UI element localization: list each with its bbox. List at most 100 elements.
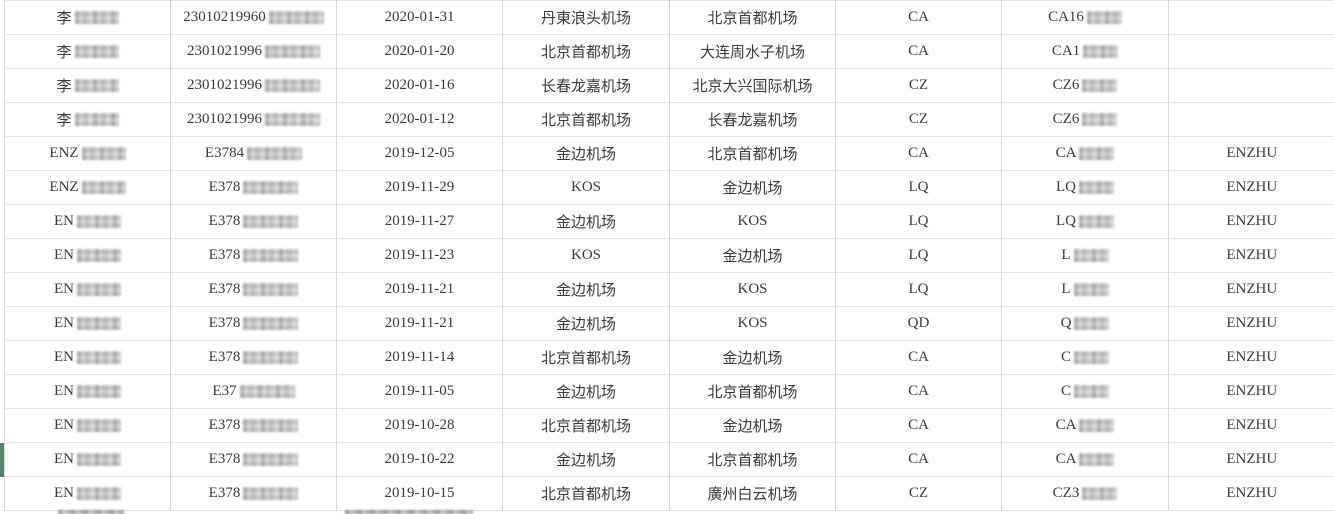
document-id-cell[interactable]: 2301021996 <box>170 102 337 137</box>
departure-airport-cell[interactable]: 金边机场 <box>502 306 670 341</box>
departure-airport-cell[interactable]: 丹東浪头机场 <box>502 0 670 35</box>
passenger-code-cell[interactable] <box>1168 34 1334 69</box>
flight-date-cell[interactable]: 2019-11-21 <box>336 306 503 341</box>
document-id-cell[interactable]: E3784 <box>170 136 337 171</box>
departure-airport-cell[interactable]: 北京首都机场 <box>502 102 670 137</box>
flight-number-cell[interactable]: L <box>1001 272 1169 307</box>
flight-date-cell[interactable]: 2019-11-23 <box>336 238 503 273</box>
flight-date-cell[interactable]: 2020-01-12 <box>336 102 503 137</box>
airline-code-cell[interactable]: QD <box>835 306 1002 341</box>
flight-number-cell[interactable]: LQ <box>1001 204 1169 239</box>
departure-airport-cell[interactable]: 北京首都机场 <box>502 476 670 511</box>
passenger-name-cell[interactable]: EN <box>4 476 171 511</box>
arrival-airport-cell[interactable]: 金边机场 <box>669 238 836 273</box>
document-id-cell[interactable]: E378 <box>170 272 337 307</box>
passenger-code-cell[interactable]: ENZHU <box>1168 136 1334 171</box>
passenger-name-cell[interactable]: EN <box>4 374 171 409</box>
departure-airport-cell[interactable]: 北京首都机场 <box>502 34 670 69</box>
flight-date-cell[interactable]: 2019-10-28 <box>336 408 503 443</box>
passenger-code-cell[interactable]: ENZHU <box>1168 374 1334 409</box>
document-id-cell[interactable]: E378 <box>170 306 337 341</box>
airline-code-cell[interactable]: CA <box>835 0 1002 35</box>
departure-airport-cell[interactable]: 北京首都机场 <box>502 340 670 375</box>
arrival-airport-cell[interactable]: 长春龙嘉机场 <box>669 102 836 137</box>
arrival-airport-cell[interactable]: KOS <box>669 204 836 239</box>
document-id-cell[interactable]: 23010219960 <box>170 0 337 35</box>
departure-airport-cell[interactable]: 金边机场 <box>502 136 670 171</box>
departure-airport-cell[interactable]: 金边机场 <box>502 204 670 239</box>
passenger-name-cell[interactable]: EN <box>4 204 171 239</box>
passenger-name-cell[interactable]: EN <box>4 272 171 307</box>
passenger-name-cell[interactable]: EN <box>4 442 171 477</box>
arrival-airport-cell[interactable]: 金边机场 <box>669 408 836 443</box>
airline-code-cell[interactable]: CZ <box>835 476 1002 511</box>
departure-airport-cell[interactable]: 长春龙嘉机场 <box>502 68 670 103</box>
flight-number-cell[interactable]: C <box>1001 340 1169 375</box>
airline-code-cell[interactable]: LQ <box>835 272 1002 307</box>
document-id-cell[interactable]: E378 <box>170 340 337 375</box>
flight-date-cell[interactable]: 2019-11-14 <box>336 340 503 375</box>
passenger-code-cell[interactable] <box>1168 68 1334 103</box>
flight-number-cell[interactable]: L <box>1001 238 1169 273</box>
document-id-cell[interactable]: E378 <box>170 170 337 205</box>
flight-date-cell[interactable]: 2019-11-27 <box>336 204 503 239</box>
arrival-airport-cell[interactable]: 金边机场 <box>669 340 836 375</box>
flight-date-cell[interactable]: 2019-11-21 <box>336 272 503 307</box>
document-id-cell[interactable]: E378 <box>170 204 337 239</box>
flight-number-cell[interactable]: CZ6 <box>1001 68 1169 103</box>
departure-airport-cell[interactable]: KOS <box>502 170 670 205</box>
airline-code-cell[interactable]: CA <box>835 34 1002 69</box>
flight-number-cell[interactable]: CA16 <box>1001 0 1169 35</box>
passenger-name-cell[interactable]: EN <box>4 408 171 443</box>
flight-date-cell[interactable]: 2019-10-15 <box>336 476 503 511</box>
flight-date-cell[interactable]: 2020-01-20 <box>336 34 503 69</box>
airline-code-cell[interactable]: CA <box>835 442 1002 477</box>
flight-number-cell[interactable]: CZ6 <box>1001 102 1169 137</box>
passenger-code-cell[interactable]: ENZHU <box>1168 204 1334 239</box>
airline-code-cell[interactable]: CA <box>835 374 1002 409</box>
arrival-airport-cell[interactable]: 廣州白云机场 <box>669 476 836 511</box>
document-id-cell[interactable]: E378 <box>170 238 337 273</box>
airline-code-cell[interactable]: CA <box>835 408 1002 443</box>
arrival-airport-cell[interactable]: 北京首都机场 <box>669 0 836 35</box>
document-id-cell[interactable]: E378 <box>170 408 337 443</box>
arrival-airport-cell[interactable]: 北京首都机场 <box>669 442 836 477</box>
arrival-airport-cell[interactable]: 北京首都机场 <box>669 374 836 409</box>
passenger-name-cell[interactable]: 李 <box>4 102 171 137</box>
flight-number-cell[interactable]: CA <box>1001 408 1169 443</box>
airline-code-cell[interactable]: LQ <box>835 238 1002 273</box>
airline-code-cell[interactable]: LQ <box>835 204 1002 239</box>
passenger-code-cell[interactable] <box>1168 102 1334 137</box>
passenger-name-cell[interactable]: EN <box>4 306 171 341</box>
airline-code-cell[interactable]: CA <box>835 340 1002 375</box>
flight-date-cell[interactable]: 2019-11-05 <box>336 374 503 409</box>
document-id-cell[interactable]: E378 <box>170 476 337 511</box>
flight-number-cell[interactable]: CA <box>1001 442 1169 477</box>
airline-code-cell[interactable]: LQ <box>835 170 1002 205</box>
document-id-cell[interactable]: E378 <box>170 442 337 477</box>
document-id-cell[interactable]: 2301021996 <box>170 68 337 103</box>
passenger-code-cell[interactable]: ENZHU <box>1168 408 1334 443</box>
flight-date-cell[interactable]: 2019-10-22 <box>336 442 503 477</box>
document-id-cell[interactable]: E37 <box>170 374 337 409</box>
airline-code-cell[interactable]: CZ <box>835 68 1002 103</box>
passenger-code-cell[interactable]: ENZHU <box>1168 238 1334 273</box>
flight-number-cell[interactable]: C <box>1001 374 1169 409</box>
passenger-code-cell[interactable]: ENZHU <box>1168 442 1334 477</box>
arrival-airport-cell[interactable]: 大连周水子机场 <box>669 34 836 69</box>
departure-airport-cell[interactable]: 金边机场 <box>502 442 670 477</box>
arrival-airport-cell[interactable]: KOS <box>669 272 836 307</box>
arrival-airport-cell[interactable]: 北京首都机场 <box>669 136 836 171</box>
airline-code-cell[interactable]: CZ <box>835 102 1002 137</box>
passenger-name-cell[interactable]: 李 <box>4 0 171 35</box>
arrival-airport-cell[interactable]: KOS <box>669 306 836 341</box>
flight-number-cell[interactable]: CA1 <box>1001 34 1169 69</box>
departure-airport-cell[interactable]: 金边机场 <box>502 374 670 409</box>
passenger-code-cell[interactable]: ENZHU <box>1168 170 1334 205</box>
passenger-code-cell[interactable]: ENZHU <box>1168 340 1334 375</box>
passenger-code-cell[interactable]: ENZHU <box>1168 476 1334 511</box>
flight-number-cell[interactable]: Q <box>1001 306 1169 341</box>
flight-date-cell[interactable]: 2019-12-05 <box>336 136 503 171</box>
passenger-name-cell[interactable]: 李 <box>4 34 171 69</box>
departure-airport-cell[interactable]: 金边机场 <box>502 272 670 307</box>
